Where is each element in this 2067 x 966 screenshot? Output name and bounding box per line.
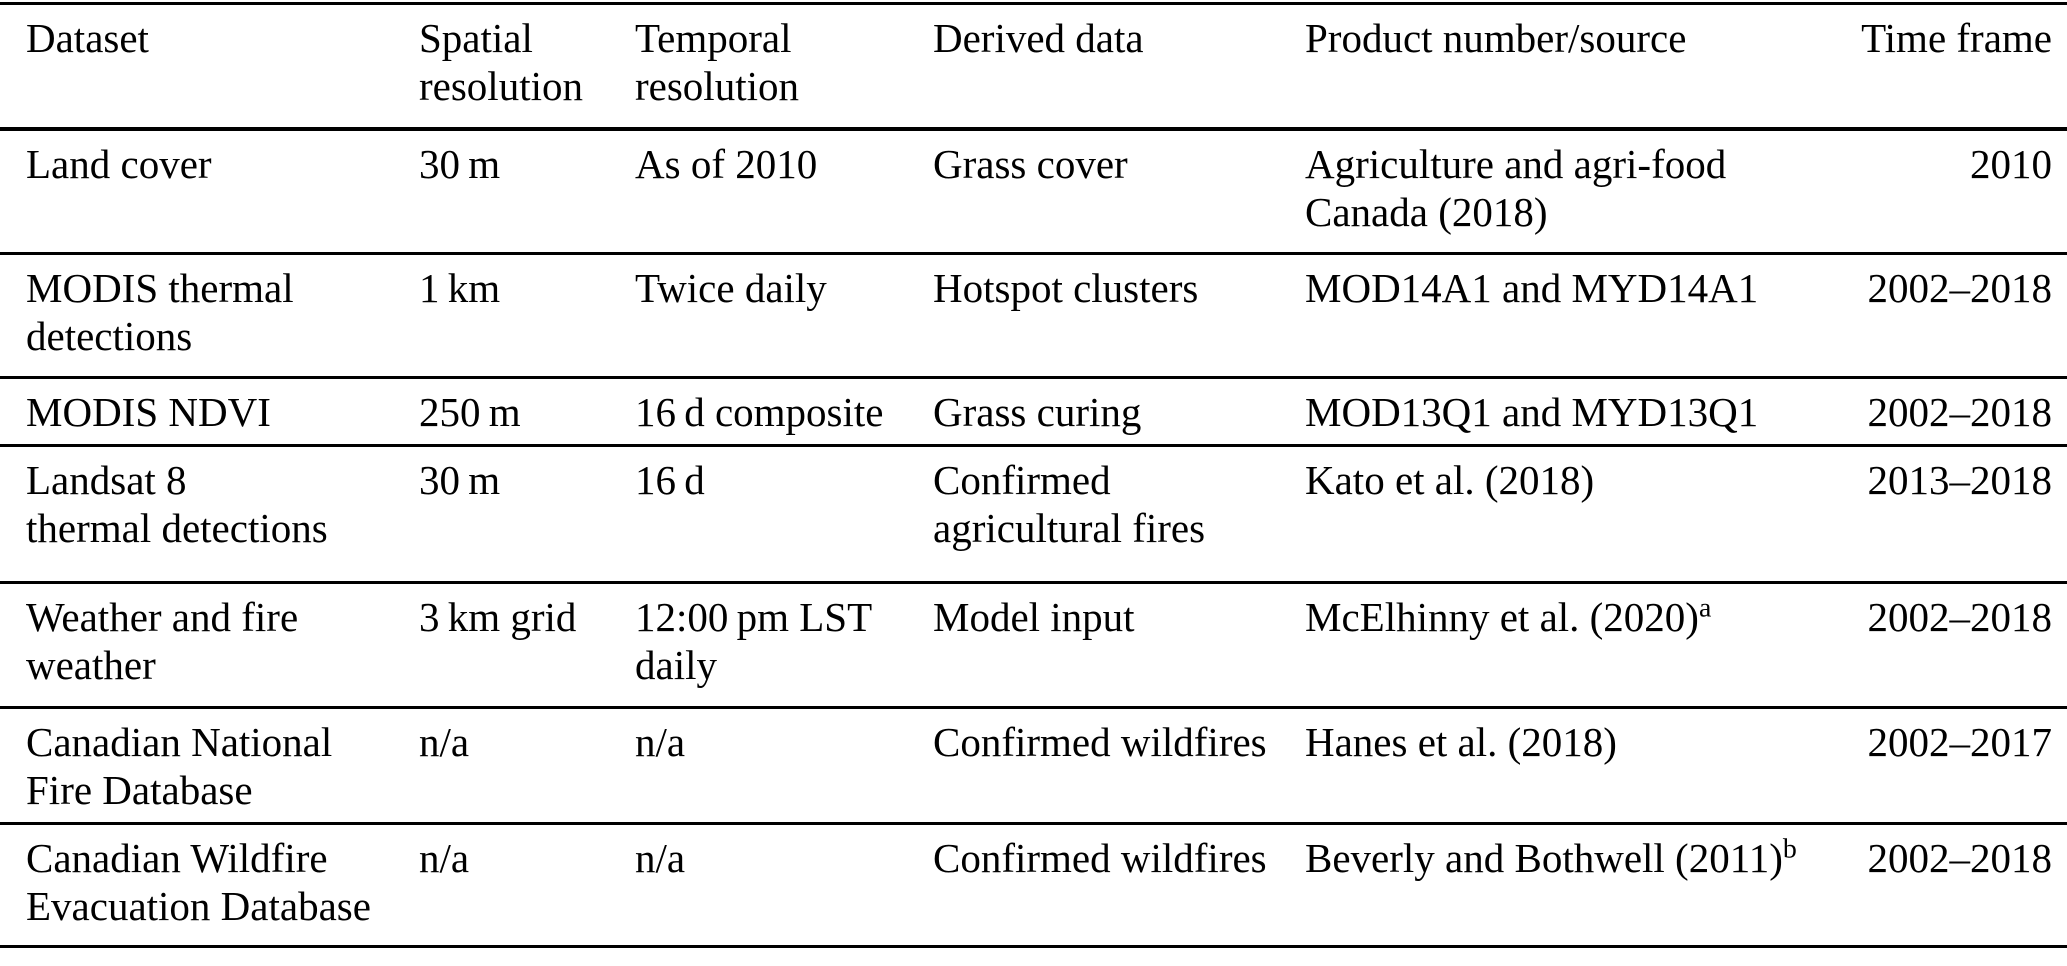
cell-derived-data: Grass cover [933, 128, 1305, 255]
table-row-modis-thermal: MODIS thermal detections 1 km Twice daily… [0, 253, 2067, 379]
cell-derived-data: Confirmed wildfires [933, 835, 1267, 881]
col-header-product-source: Product number/source [1305, 3, 1855, 131]
table-row-cnfdb: Canadian National Fire Database n/a n/a C… [0, 707, 2067, 825]
cell-time-frame: 2002–2018 [1855, 253, 2067, 379]
table-row-weather-fire-weather: Weather and fire weather 3 km grid 12:00 … [0, 582, 2067, 709]
table-row-landsat8-thermal: Landsat 8 thermal detections 30 m 16 d Co… [0, 445, 2067, 584]
cell-temporal-resolution: 16 d composite [635, 377, 933, 447]
cell-time-frame: 2010 [1855, 128, 2067, 255]
cell-product-source: MOD13Q1 and MYD13Q1 [1305, 377, 1855, 447]
cell-time-frame: 2002–2018 [1855, 377, 2067, 447]
cell-dataset: Landsat 8 thermal detections [0, 445, 419, 584]
cell-product-source: McElhinny et al. (2020)a [1305, 582, 1855, 709]
cell-derived-data: Hotspot clusters [933, 253, 1305, 379]
cell-spatial-resolution: 3 km grid [419, 582, 635, 709]
cell-spatial-resolution: 30 m [419, 445, 635, 584]
cell-product-source: Agriculture and agri-food Canada (2018) [1305, 128, 1855, 255]
cell-temporal-resolution: 12:00 pm LST daily [635, 582, 933, 709]
cell-temporal-resolution: n/a [635, 707, 933, 825]
cell-spatial-resolution: 250 m [419, 377, 635, 447]
cell-dataset: Canadian Wildfire Evacuation Database [26, 835, 371, 929]
cell-time-frame: 2002–2017 [1855, 707, 2067, 825]
cell-spatial-resolution: 1 km [419, 253, 635, 379]
cell-derived-data: Confirmed wildfires [933, 707, 1305, 825]
cell-time-frame: 2002–2018 [1867, 835, 2053, 881]
col-header-temporal-resolution: Temporal resolution [635, 3, 933, 131]
cell-product-source: Beverly and Bothwell (2011)b [1305, 833, 1797, 881]
table-row-modis-ndvi: MODIS NDVI 250 m 16 d composite Grass cu… [0, 377, 2067, 447]
cell-temporal-resolution: n/a [635, 835, 686, 881]
col-header-dataset: Dataset [0, 3, 419, 131]
cell-product-source: MOD14A1 and MYD14A1 [1305, 253, 1855, 379]
cell-dataset: Canadian National Fire Database [0, 707, 419, 825]
cell-spatial-resolution: 30 m [419, 128, 635, 255]
col-header-derived-data: Derived data [933, 3, 1305, 131]
cell-time-frame: 2002–2018 [1855, 582, 2067, 709]
cell-dataset: Weather and fire weather [0, 582, 419, 709]
cell-time-frame: 2013–2018 [1855, 445, 2067, 584]
cell-dataset: MODIS NDVI [0, 377, 419, 447]
datasets-table: Dataset Spatial resolution Temporal resolu… [0, 2, 2067, 948]
cell-spatial-resolution: n/a [419, 707, 635, 825]
cell-derived-data: Confirmed agricultural fires [933, 445, 1305, 584]
cell-dataset: MODIS thermal detections [0, 253, 419, 379]
col-header-time-frame: Time frame [1855, 3, 2067, 131]
cell-spatial-resolution: n/a [419, 835, 470, 881]
cell-temporal-resolution: 16 d [635, 445, 933, 584]
cell-product-source: Hanes et al. (2018) [1305, 707, 1855, 825]
cell-temporal-resolution: As of 2010 [635, 128, 933, 255]
cell-temporal-resolution: Twice daily [635, 253, 933, 379]
table-row-cwed: Canadian Wildfire Evacuation Database n/a… [0, 824, 2067, 947]
col-header-spatial-resolution: Spatial resolution [419, 3, 635, 131]
cell-derived-data: Model input [933, 582, 1305, 709]
cell-derived-data: Grass curing [933, 377, 1305, 447]
table-row-land-cover: Land cover 30 m As of 2010 Grass cover A… [0, 128, 2067, 255]
table-header-row: Dataset Spatial resolution Temporal resolu… [0, 3, 2067, 131]
cell-product-source: Kato et al. (2018) [1305, 445, 1855, 584]
cell-dataset: Land cover [0, 128, 419, 255]
